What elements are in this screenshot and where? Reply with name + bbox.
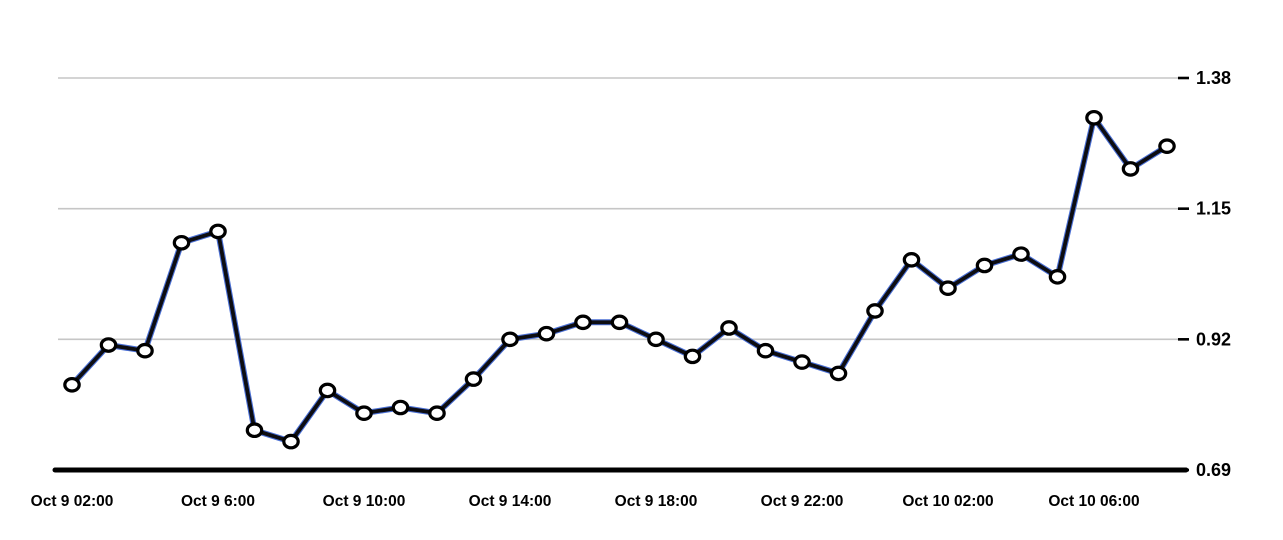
data-point-marker: [245, 422, 264, 439]
data-point-marker: [537, 325, 556, 342]
x-tick-label: Oct 9 22:00: [761, 493, 844, 510]
y-tick-label: 0.69: [1196, 460, 1231, 480]
data-point-marker: [464, 371, 483, 387]
data-point-marker: [1012, 246, 1030, 262]
y-tick-label: 1.15: [1196, 199, 1231, 219]
x-tick-label: Oct 9 10:00: [323, 493, 406, 510]
data-point-marker: [902, 251, 921, 268]
data-point-marker: [391, 399, 410, 416]
data-point-marker: [1121, 161, 1140, 177]
x-tick-label: Oct 10 02:00: [902, 493, 993, 510]
series-line: [70, 115, 1169, 444]
y-tick-label: 0.92: [1196, 329, 1231, 349]
data-point-marker: [574, 314, 592, 331]
data-point-marker: [1158, 138, 1176, 154]
data-point-marker: [683, 348, 702, 365]
data-point-marker: [318, 382, 337, 399]
data-point-marker: [647, 331, 665, 348]
data-point-marker: [355, 405, 373, 421]
data-point-marker: [939, 280, 957, 297]
data-point-marker: [720, 320, 738, 336]
x-tick-label: Oct 9 02:00: [31, 493, 114, 510]
data-point-marker: [282, 433, 300, 450]
data-point-marker: [756, 342, 775, 359]
series-line-underlay: [69, 114, 1170, 445]
x-tick-label: Oct 9 6:00: [181, 493, 255, 510]
x-tick-label: Oct 9 14:00: [469, 493, 552, 510]
x-tick-label: Oct 10 06:00: [1048, 493, 1139, 510]
data-point-marker: [99, 337, 118, 353]
y-tick-label: 1.38: [1196, 68, 1231, 88]
data-point-marker: [975, 257, 994, 274]
data-point-marker: [793, 354, 811, 370]
data-point-marker: [63, 376, 81, 393]
data-point-marker: [866, 303, 884, 319]
data-point-marker: [1085, 109, 1103, 126]
data-point-marker: [428, 405, 446, 421]
data-point-marker: [172, 234, 191, 251]
data-point-marker: [829, 365, 848, 382]
data-point-marker: [610, 314, 629, 331]
data-point-marker: [136, 342, 154, 359]
data-point-marker: [501, 331, 519, 348]
x-tick-label: Oct 9 18:00: [615, 493, 698, 510]
data-point-marker: [1048, 269, 1067, 285]
data-point-marker: [209, 223, 227, 240]
